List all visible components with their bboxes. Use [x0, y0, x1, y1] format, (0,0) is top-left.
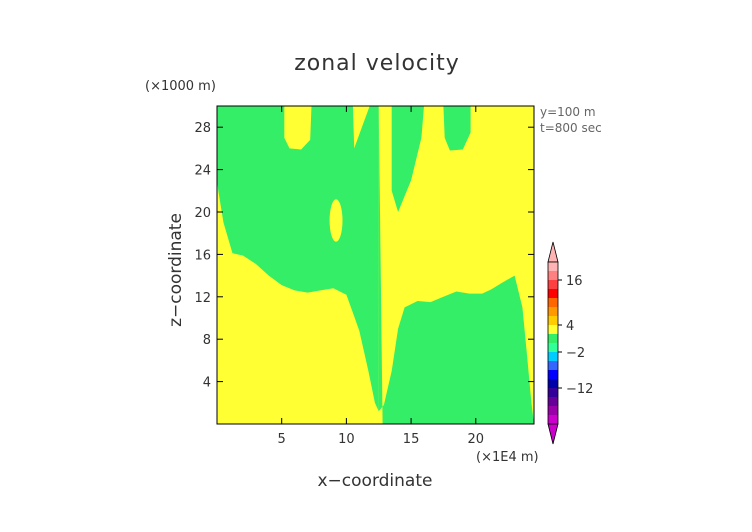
colorbar-swatch: [548, 397, 558, 407]
colorbar-swatch: [548, 379, 558, 389]
y-tick-label: 28: [194, 121, 211, 136]
colorbar-tick-label: −2: [566, 346, 585, 361]
x-tick-label: 20: [468, 432, 485, 447]
colorbar-swatch: [548, 343, 558, 353]
colorbar-swatch: [548, 406, 558, 416]
x-unit-label: (×1E4 m): [476, 450, 539, 465]
y-unit-label: (×1000 m): [145, 79, 216, 94]
colorbar-swatch: [548, 361, 558, 371]
colorbar-tick-label: 16: [566, 274, 583, 289]
info-time-value: t=800 sec: [540, 121, 602, 135]
y-tick-label: 24: [194, 164, 211, 179]
y-tick-label: 8: [203, 333, 211, 348]
region-small-blob-right: [413, 187, 427, 231]
colorbar-swatch: [548, 415, 558, 425]
colorbar-swatch: [548, 280, 558, 290]
y-axis-ticks: 4 8 12 16 20 24 28: [194, 121, 534, 391]
colorbar-swatch: [548, 325, 558, 335]
info-y-value: y=100 m: [540, 105, 596, 119]
x-tick-label: 15: [403, 432, 420, 447]
colorbar-tick-label: −12: [566, 382, 593, 397]
plot-area: [216, 105, 535, 425]
colorbar-swatch: [548, 262, 558, 272]
y-tick-label: 12: [194, 291, 211, 306]
colorbar: 16 4 −2 −12: [547, 241, 593, 445]
region-right-lobe: [378, 106, 534, 424]
y-tick-label: 20: [194, 206, 211, 221]
plot-frame: [216, 105, 535, 425]
colorbar-swatch: [548, 316, 558, 326]
colorbar-tick-label: 4: [566, 319, 574, 334]
colorbar-swatch: [548, 388, 558, 398]
colorbar-swatch: [548, 271, 558, 281]
colorbar-swatch: [548, 298, 558, 308]
colorbar-frame: [547, 261, 559, 425]
y-tick-label: 16: [194, 248, 211, 263]
colorbar-top-arrow: [547, 241, 559, 263]
colorbar-bottom-arrow: [547, 423, 559, 445]
x-tick-label: 5: [278, 432, 286, 447]
x-axis-title: x−coordinate: [318, 471, 433, 491]
colorbar-swatch: [548, 370, 558, 380]
colorbar-swatch: [548, 307, 558, 317]
x-tick-label: 10: [338, 432, 355, 447]
chart-title: zonal velocity: [294, 51, 460, 76]
colorbar-swatch: [548, 289, 558, 299]
colorbar-swatch: [548, 334, 558, 344]
region-left-lobe: [217, 106, 379, 412]
x-axis-ticks: 5 10 15 20: [278, 106, 484, 447]
y-axis-title: z−coordinate: [166, 213, 186, 327]
colorbar-swatch: [548, 352, 558, 362]
y-tick-label: 4: [203, 376, 211, 391]
region-small-blob-left: [329, 199, 343, 242]
